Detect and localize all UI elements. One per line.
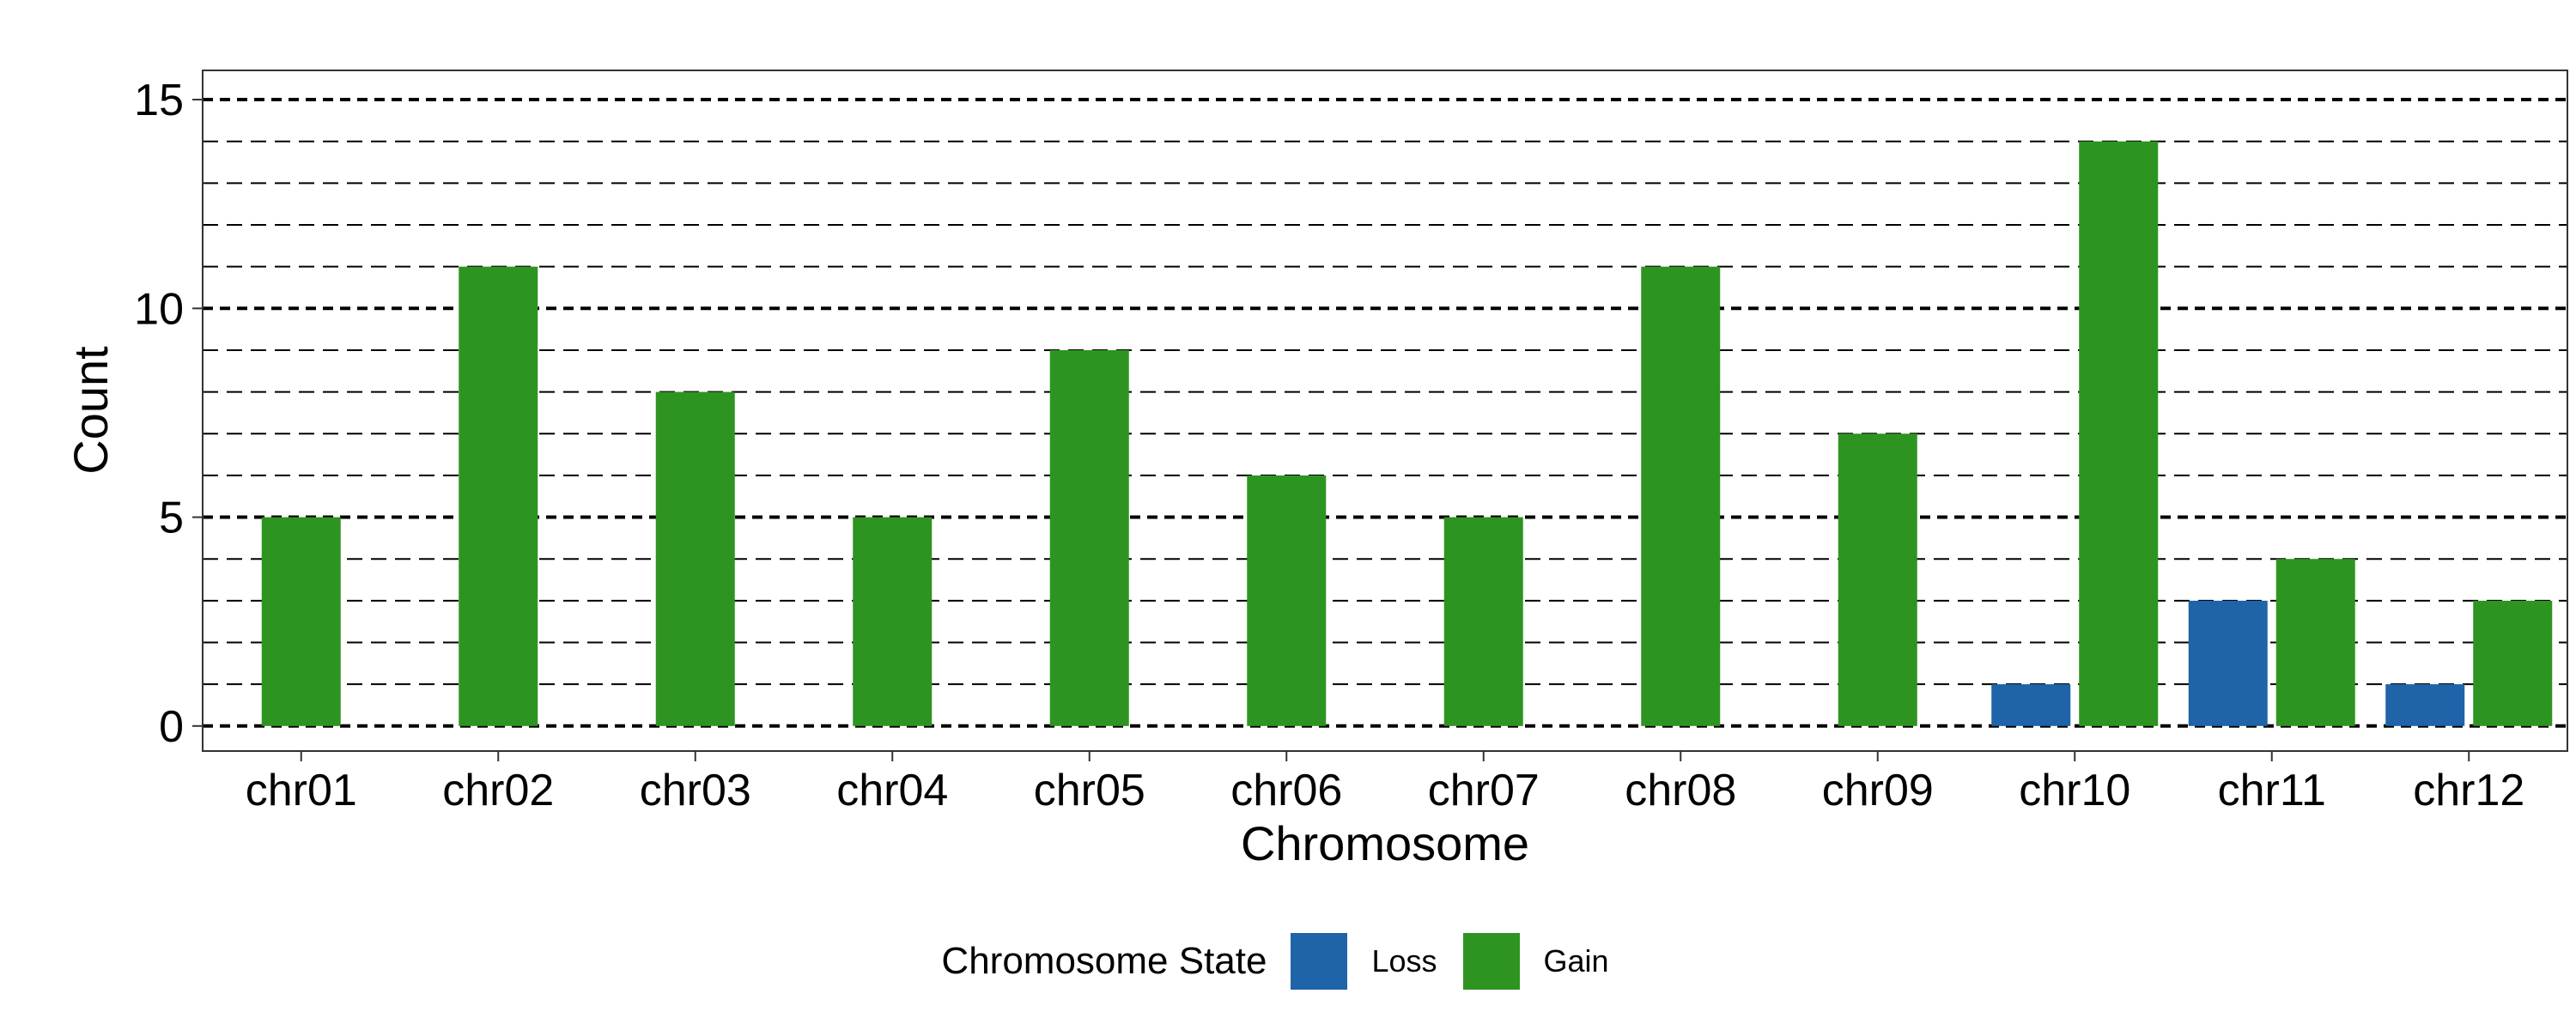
bar-loss-chr11 [2188, 600, 2268, 726]
y-tick-label: 0 [159, 702, 184, 752]
bar-gain-chr09 [1838, 433, 1917, 726]
y-tick-label: 5 [159, 494, 184, 543]
x-tick-label: chr01 [246, 766, 357, 815]
legend-label-loss: Loss [1371, 943, 1437, 978]
x-tick-label: chr05 [1034, 766, 1145, 815]
x-tick-label: chr12 [2413, 766, 2524, 815]
y-tick-label: 10 [134, 284, 184, 334]
x-tick-label: chr11 [2218, 766, 2326, 815]
legend-swatch-gain [1462, 933, 1520, 990]
x-tick-label: chr10 [2019, 766, 2130, 815]
bar-gain-chr10 [2079, 141, 2159, 726]
legend-item-loss: Loss [1291, 933, 1437, 990]
bar-gain-chr06 [1247, 475, 1327, 726]
x-tick-label: chr02 [442, 766, 554, 815]
x-axis: chr01 chr02 chr03 chr04 chr05 chr06 chr07 chr08… [246, 751, 2524, 815]
bar-loss-chr12 [2385, 684, 2465, 726]
legend-item-gain: Gain [1462, 933, 1609, 990]
y-tick-label: 15 [134, 76, 184, 125]
legend-title: Chromosome State [941, 940, 1267, 982]
x-axis-title: Chromosome [1241, 816, 1529, 870]
x-tick-label: chr03 [640, 766, 751, 815]
bar-gain-chr11 [2275, 559, 2355, 726]
y-axis-title: Count [64, 346, 118, 475]
legend: Chromosome State Loss Gain [0, 927, 2576, 996]
bar-gain-chr12 [2473, 600, 2553, 726]
bar-gain-chr02 [459, 266, 538, 726]
bar-gain-chr03 [655, 391, 735, 726]
x-tick-label: chr08 [1625, 766, 1736, 815]
bar-gain-chr07 [1443, 517, 1523, 726]
bar-gain-chr01 [261, 517, 341, 726]
plot-panel-border [202, 70, 2568, 752]
x-tick-label: chr04 [836, 766, 948, 815]
x-tick-label: chr09 [1822, 766, 1934, 815]
y-axis: 0 5 10 15 [134, 76, 203, 752]
legend-label-gain: Gain [1543, 943, 1609, 978]
bars [261, 141, 2553, 726]
legend-swatch-loss [1291, 933, 1348, 990]
bar-gain-chr04 [853, 517, 933, 726]
gridlines [203, 98, 2567, 728]
bar-gain-chr05 [1049, 349, 1129, 726]
bar-loss-chr10 [1991, 684, 2071, 726]
x-tick-label: chr07 [1428, 766, 1540, 815]
x-tick-label: chr06 [1230, 766, 1342, 815]
bar-gain-chr08 [1641, 266, 1721, 726]
